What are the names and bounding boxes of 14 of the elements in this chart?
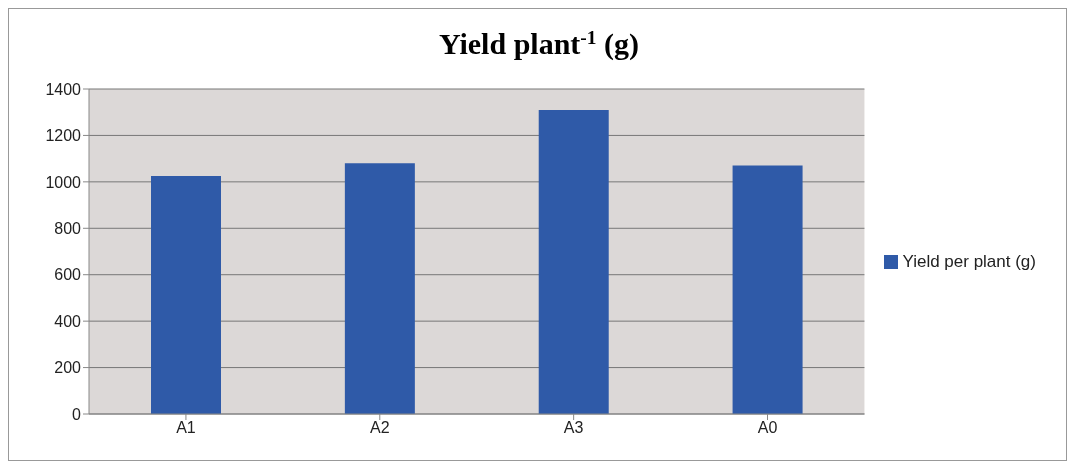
x-tick-label: A0: [757, 419, 778, 437]
y-tick-label: 400: [54, 312, 82, 330]
y-tick-label: 1000: [45, 173, 82, 191]
x-tick-label: A2: [370, 419, 390, 437]
y-tick-label: 0: [72, 405, 82, 423]
x-tick-label: A1: [176, 419, 196, 437]
x-tick-label: A3: [563, 419, 584, 437]
legend-label: Yield per plant (g): [902, 251, 1036, 271]
y-tick-label: 1400: [45, 80, 82, 98]
y-tick-label: 200: [54, 359, 82, 377]
y-tick-label: 800: [54, 219, 82, 237]
y-tick-label: 600: [54, 266, 82, 284]
y-tick-label: 1200: [45, 127, 82, 145]
chart-title: Yield plant$^{-1}$ (g): [438, 26, 640, 61]
